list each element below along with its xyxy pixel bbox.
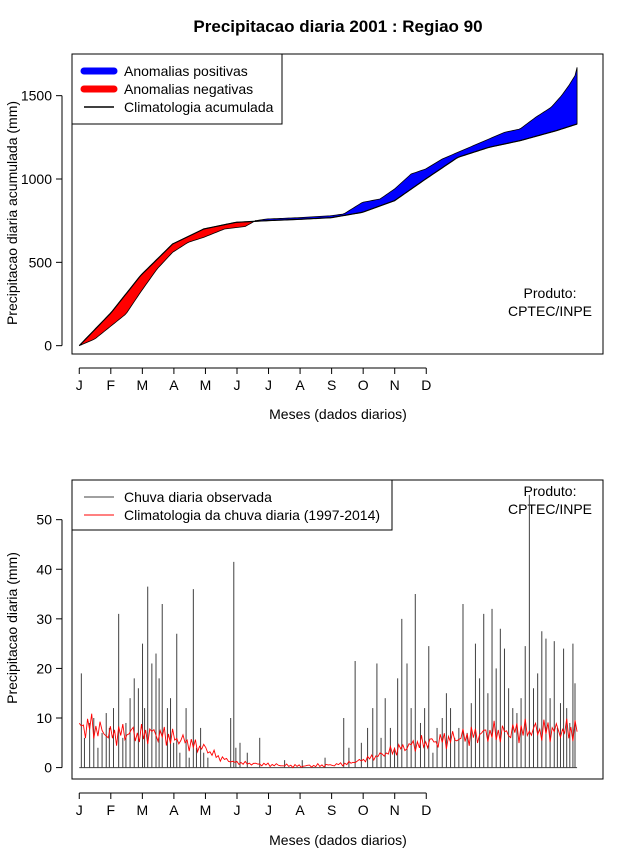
top-y-tick-label: 0 <box>44 338 52 354</box>
cumulative-climatology-line <box>78 123 578 347</box>
top-x-tick-label: N <box>390 377 400 393</box>
top-x-axis-label: Meses (dados diarios) <box>269 406 407 422</box>
bottom-x-tick-label: J <box>76 802 83 818</box>
bottom-x-tick-label: F <box>107 802 116 818</box>
bottom-x-tick-label: D <box>421 802 431 818</box>
top-y-tick-label: 1500 <box>21 88 52 104</box>
top-legend-label: Anomalias positivas <box>124 63 248 79</box>
chart-title: Precipitacao diaria 2001 : Regiao 90 <box>193 17 482 36</box>
bottom-legend-label: Climatologia da chuva diaria (1997-2014) <box>124 507 380 523</box>
bottom-legend-label: Chuva diaria observada <box>124 489 272 505</box>
daily-climatology-line <box>78 713 578 769</box>
bottom-y-tick-label: 40 <box>36 561 52 577</box>
top-x-tick-label: J <box>76 377 83 393</box>
bottom-y-tick-label: 20 <box>36 660 52 676</box>
top-y-tick-label: 500 <box>29 254 53 270</box>
top-plot-frame <box>71 53 604 355</box>
bottom-x-tick-label: A <box>295 802 305 818</box>
bottom-x-axis-label: Meses (dados diarios) <box>269 832 407 848</box>
bottom-x-tick-label: N <box>390 802 400 818</box>
top-x-tick-label: S <box>327 377 336 393</box>
top-x-tick-label: O <box>358 377 369 393</box>
top-plot-area: J F M A M J J A S O N D 0 500 1000 1500 Anomalias positi… <box>21 53 604 393</box>
bottom-x-tick-label: J <box>265 802 272 818</box>
bottom-product-note-line1: Produto: <box>524 483 577 499</box>
top-x-tick-label: M <box>200 377 212 393</box>
top-x-tick-label: F <box>107 377 116 393</box>
top-x-tick-label: A <box>295 377 305 393</box>
top-x-tick-label: M <box>137 377 149 393</box>
bottom-x-tick-label: J <box>233 802 240 818</box>
top-y-tick-label: 1000 <box>21 171 52 187</box>
bottom-y-axis-label: Precipitacao diaria (mm) <box>4 552 20 704</box>
top-product-note-line2: CPTEC/INPE <box>508 303 592 319</box>
bottom-x-tick-label: M <box>200 802 212 818</box>
top-product-note-line1: Produto: <box>524 285 577 301</box>
bottom-legend-box <box>71 479 393 531</box>
top-x-tick-label: A <box>169 377 179 393</box>
bottom-y-tick-label: 10 <box>36 710 52 726</box>
bottom-y-tick-label: 50 <box>36 512 52 528</box>
top-legend-label: Anomalias negativas <box>124 81 253 97</box>
top-y-axis-label: Precipitacao diaria acumulada (mm) <box>4 101 20 325</box>
bottom-plot-area: J F M A M J J A S O N D 0 10 20 30 40 50 Chuva diaria obse… <box>36 479 604 818</box>
bottom-product-note-line2: CPTEC/INPE <box>508 501 592 517</box>
top-x-tick-label: J <box>233 377 240 393</box>
top-x-tick-label: D <box>421 377 431 393</box>
bottom-y-tick-label: 30 <box>36 611 52 627</box>
bottom-x-tick-label: O <box>358 802 369 818</box>
negative-anomaly-area <box>80 219 256 346</box>
bottom-y-tick-label: 0 <box>44 760 52 776</box>
bottom-x-tick-label: M <box>137 802 149 818</box>
top-legend-label: Climatologia acumulada <box>124 99 274 115</box>
bottom-x-tick-label: S <box>327 802 336 818</box>
bottom-x-tick-label: A <box>169 802 179 818</box>
positive-anomaly-area <box>255 67 578 222</box>
top-x-tick-label: J <box>265 377 272 393</box>
